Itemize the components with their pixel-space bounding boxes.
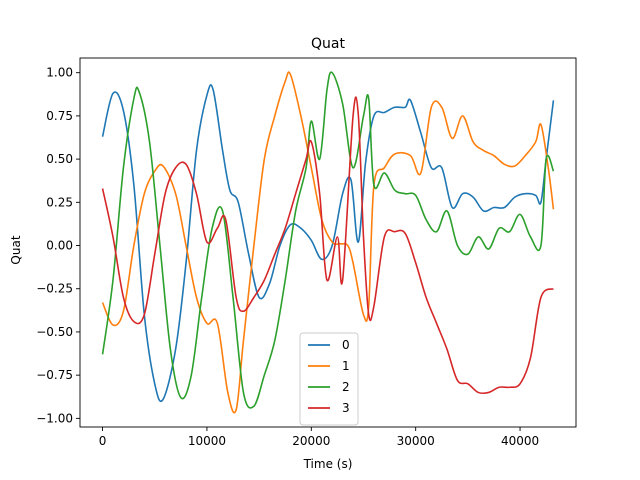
- legend-label-2: 2: [342, 380, 350, 394]
- x-axis-label: Time (s): [303, 457, 353, 471]
- y-tick-label: 0.25: [46, 195, 73, 209]
- x-tick-label: 30000: [397, 434, 435, 448]
- x-tick-label: 10000: [188, 434, 226, 448]
- chart-title: Quat: [311, 36, 345, 52]
- y-axis-label: Quat: [9, 235, 23, 264]
- series-line-3: [101, 96, 554, 395]
- x-tick-label: 20000: [292, 434, 330, 448]
- plot-frame: [79, 57, 577, 428]
- y-tick-label: 0.75: [46, 109, 73, 123]
- series-line-0: [101, 84, 555, 403]
- legend: 0 1 2 3: [299, 332, 359, 426]
- series-line-2: [101, 71, 555, 409]
- x-tick-label: 0: [99, 434, 107, 448]
- y-tick-label: −0.75: [36, 368, 73, 382]
- y-tick-label: 0.00: [46, 239, 73, 253]
- legend-label-0: 0: [342, 338, 350, 352]
- y-tick-label: 1.00: [46, 66, 73, 80]
- y-tick-label: 0.50: [46, 152, 73, 166]
- legend-label-1: 1: [342, 359, 350, 373]
- legend-box: [299, 332, 359, 426]
- legend-label-3: 3: [342, 401, 350, 415]
- x-tick-label: 40000: [501, 434, 539, 448]
- y-tick-label: −1.00: [36, 411, 73, 425]
- y-tick-label: −0.50: [36, 325, 73, 339]
- axes: 0 10000 20000 30000 40000 −1.00 −0.75 −0.50 −0.2…: [36, 57, 577, 448]
- series-lines: [101, 71, 555, 414]
- y-tick-label: −0.25: [36, 282, 73, 296]
